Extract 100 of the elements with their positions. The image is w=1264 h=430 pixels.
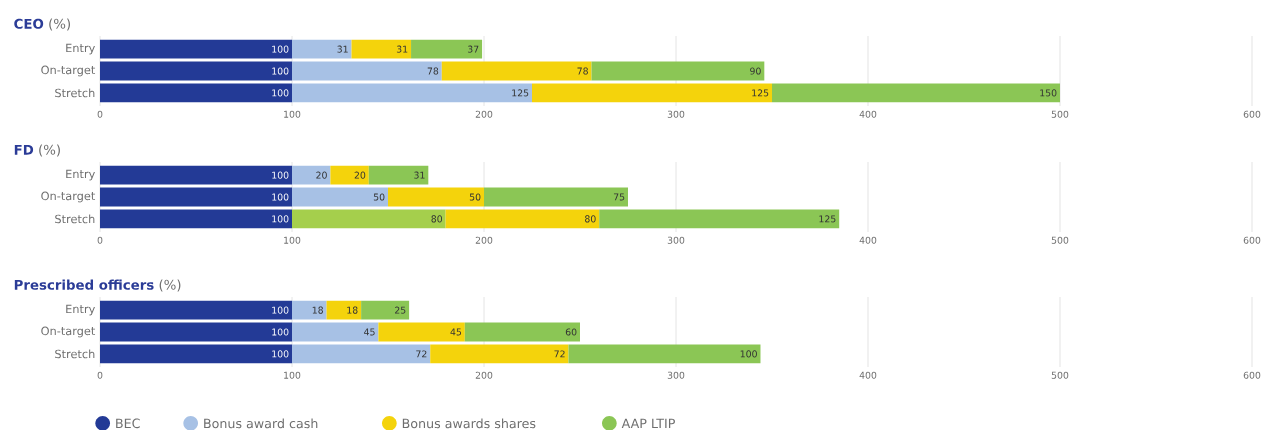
- data-label: 18: [312, 306, 323, 314]
- bar: [441, 61, 592, 81]
- bar: [292, 209, 446, 229]
- bar: [532, 83, 772, 103]
- y-tick-label: Entry: [66, 304, 95, 316]
- bar: [330, 165, 369, 185]
- x-tick-label: 100: [284, 371, 301, 379]
- bar: [361, 300, 410, 320]
- legend-label: BEC: [116, 418, 140, 429]
- data-label: 50: [373, 193, 385, 201]
- data-label: 100: [272, 89, 289, 97]
- bar: [464, 322, 580, 342]
- bar: [292, 322, 379, 342]
- x-tick-label: 600: [1243, 110, 1261, 118]
- bar: [292, 61, 442, 81]
- data-label: 100: [272, 171, 289, 179]
- x-tick-label: 600: [1243, 236, 1261, 244]
- x-tick-label: 300: [667, 110, 685, 118]
- y-tick-label: Stretch: [55, 88, 95, 98]
- x-tick-label: 400: [859, 236, 877, 244]
- bar: [292, 187, 388, 207]
- data-label: 25: [395, 306, 406, 314]
- bar: [292, 39, 352, 59]
- bar: [484, 187, 628, 207]
- data-label: 125: [512, 89, 529, 97]
- x-tick-label: 100: [284, 110, 301, 118]
- data-label: 80: [431, 215, 443, 223]
- x-tick-label: 500: [1051, 371, 1069, 379]
- data-label: 125: [819, 215, 836, 223]
- x-tick-label: 200: [475, 110, 493, 118]
- data-label: 20: [354, 171, 366, 179]
- data-label: 45: [450, 328, 462, 336]
- y-tick-label: Entry: [66, 169, 95, 181]
- x-tick-label: 400: [859, 110, 877, 118]
- bar: [100, 322, 293, 342]
- bar: [388, 187, 484, 207]
- data-label: 78: [427, 67, 439, 75]
- chart-title: FD (%): [14, 144, 60, 157]
- data-label: 90: [750, 67, 761, 75]
- chart-title: CEO (%): [14, 18, 70, 31]
- bar: [100, 344, 293, 364]
- data-label: 100: [272, 306, 289, 314]
- data-label: 100: [272, 67, 289, 75]
- bar: [292, 83, 532, 103]
- x-tick-label: 100: [284, 236, 301, 244]
- bar: [445, 209, 600, 229]
- x-tick-label: 0: [97, 371, 103, 379]
- data-label: 45: [364, 328, 375, 336]
- data-label: 18: [347, 306, 358, 314]
- chart-title: Prescribed officers (%): [14, 279, 181, 292]
- data-label: 31: [337, 45, 348, 53]
- data-label: 20: [316, 171, 327, 179]
- x-tick-label: 600: [1243, 371, 1261, 379]
- data-label: 37: [467, 45, 479, 53]
- bar: [368, 165, 429, 185]
- x-tick-label: 500: [1051, 236, 1069, 244]
- data-label: 50: [469, 193, 481, 201]
- bar: [100, 209, 293, 229]
- y-tick-label: Stretch: [55, 349, 95, 359]
- bar: [292, 300, 327, 320]
- legend-label: AAP LTIP: [621, 418, 675, 428]
- x-tick-label: 300: [667, 371, 685, 379]
- y-tick-label: Stretch: [55, 214, 95, 224]
- data-label: 100: [272, 350, 289, 358]
- data-label: 125: [752, 89, 769, 97]
- bar: [100, 39, 293, 59]
- bar: [292, 165, 331, 185]
- data-label: 100: [272, 328, 289, 336]
- bar: [378, 322, 465, 342]
- legend-label: Bonus award cash: [204, 418, 318, 429]
- bar: [100, 187, 293, 207]
- data-label: 150: [1040, 89, 1057, 97]
- data-label: 100: [740, 350, 757, 358]
- x-tick-label: 200: [475, 371, 493, 379]
- legend-label: Bonus awards shares: [402, 418, 536, 429]
- data-label: 100: [272, 215, 289, 223]
- bar: [292, 344, 431, 364]
- bar: [100, 83, 293, 103]
- bar: [568, 344, 761, 364]
- data-label: 78: [577, 67, 588, 75]
- data-label: 72: [554, 350, 565, 358]
- x-tick-label: 0: [97, 110, 103, 118]
- data-label: 31: [414, 171, 425, 179]
- data-label: 72: [416, 350, 427, 358]
- x-tick-label: 300: [667, 236, 685, 244]
- data-label: 31: [396, 45, 408, 53]
- bar: [772, 83, 1060, 103]
- data-label: 75: [613, 193, 625, 201]
- data-label: 100: [272, 45, 289, 53]
- data-label: 60: [565, 328, 577, 336]
- bar: [430, 344, 569, 364]
- bar: [351, 39, 412, 59]
- x-tick-label: 500: [1051, 110, 1069, 118]
- data-label: 100: [272, 193, 289, 201]
- y-tick-label: On-target: [41, 191, 96, 203]
- y-tick-label: On-target: [41, 326, 96, 338]
- y-tick-label: Entry: [66, 43, 95, 55]
- x-tick-label: 200: [475, 236, 493, 244]
- y-tick-label: On-target: [41, 65, 96, 77]
- bar: [326, 300, 362, 320]
